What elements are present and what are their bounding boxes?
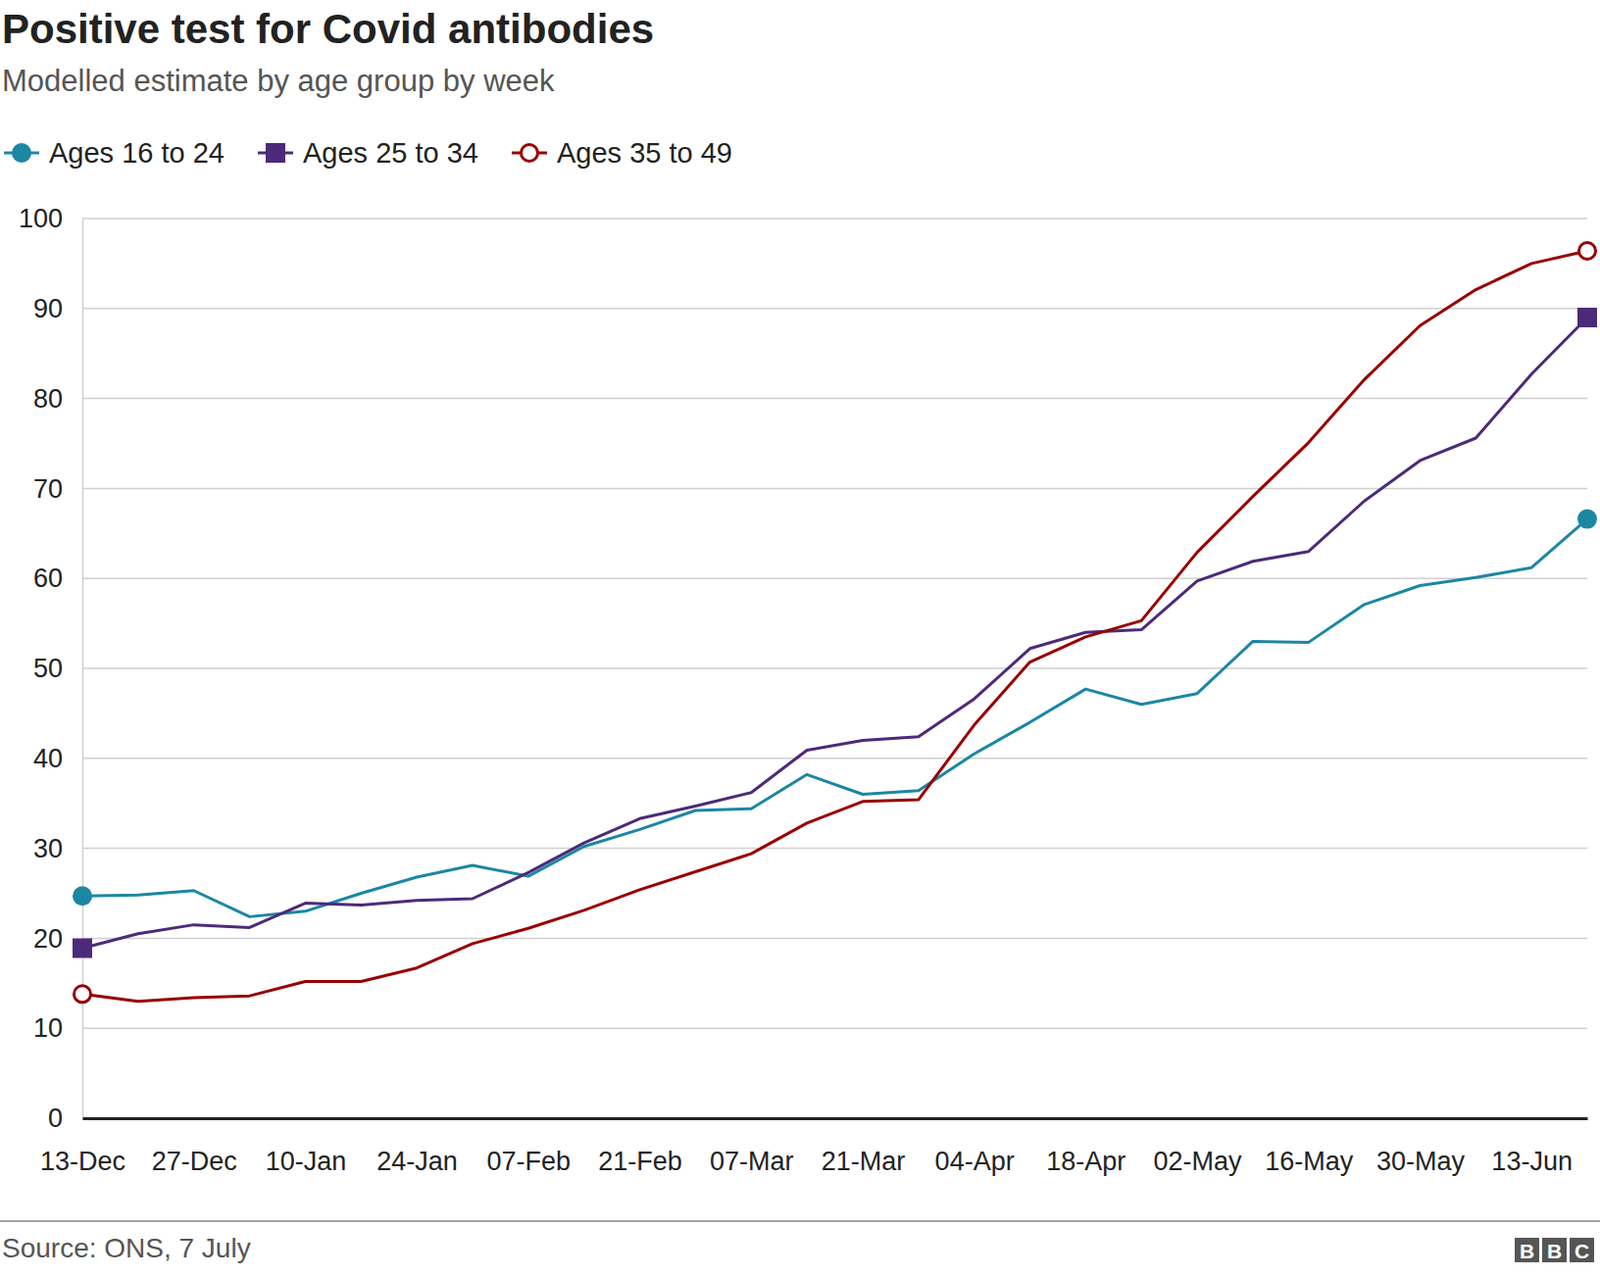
x-tick: 13-Dec bbox=[40, 1118, 126, 1177]
legend-label: Ages 25 to 34 bbox=[302, 137, 479, 169]
x-tick-label: 07-Mar bbox=[709, 1147, 795, 1177]
series-line bbox=[82, 519, 1588, 918]
credit-box bbox=[1514, 1238, 1540, 1263]
y-tick: 80 bbox=[33, 384, 83, 414]
y-tick: 60 bbox=[33, 563, 83, 594]
y-tick: 30 bbox=[33, 834, 83, 864]
y-tick-label: 90 bbox=[33, 294, 63, 324]
grid-line bbox=[82, 1117, 1588, 1120]
x-tick: 27-Dec bbox=[151, 1118, 238, 1177]
x-tick: 16-May bbox=[1264, 1118, 1354, 1177]
x-tick: 30-May bbox=[1376, 1118, 1466, 1177]
x-tick-label: 13-Dec bbox=[40, 1147, 126, 1177]
x-tick-label: 10-Jan bbox=[265, 1147, 348, 1177]
grid bbox=[82, 218, 1588, 1119]
series-line bbox=[82, 250, 1588, 1002]
legend-label: Ages 35 to 49 bbox=[556, 137, 733, 169]
grid-line bbox=[82, 667, 1588, 670]
x-tick: 24-Jan bbox=[376, 1118, 458, 1177]
grid-line bbox=[82, 488, 1588, 491]
x-tick-label: 02-May bbox=[1153, 1147, 1244, 1177]
x-tick: 07-Feb bbox=[487, 1118, 572, 1177]
y-tick-label: 60 bbox=[33, 563, 63, 594]
legend-marker bbox=[11, 143, 32, 163]
y-tick-label: 70 bbox=[33, 474, 63, 504]
y-tick-label: 80 bbox=[33, 384, 63, 414]
legend: Ages 16 to 24 Ages 25 to 34 Ages 35 to 49 bbox=[3, 137, 733, 169]
y-tick-label: 100 bbox=[18, 203, 63, 234]
y-tick: 90 bbox=[33, 294, 83, 324]
credit-box bbox=[1569, 1238, 1595, 1263]
y-tick: 70 bbox=[33, 474, 83, 504]
legend-item: Ages 16 to 24 bbox=[3, 137, 225, 169]
y-tick-label: 20 bbox=[33, 924, 63, 954]
x-axis: 13-Dec 27-Dec 10-Jan 24-Jan 07-Feb 21-Feb 07-M… bbox=[40, 1118, 1589, 1177]
x-tick-label: 04-Apr bbox=[935, 1147, 1015, 1177]
x-tick-label: 16-May bbox=[1264, 1147, 1354, 1177]
x-tick-label: 13-Jun bbox=[1491, 1147, 1573, 1177]
y-tick-label: 0 bbox=[48, 1103, 63, 1134]
x-tick: 18-Apr bbox=[1046, 1118, 1126, 1177]
grid-line bbox=[82, 848, 1588, 850]
credit-box bbox=[1542, 1238, 1567, 1263]
footer-rule bbox=[0, 1220, 1600, 1223]
credit-logo: BBC bbox=[1514, 1238, 1595, 1263]
credit-letter: B bbox=[1519, 1240, 1535, 1263]
series-marker bbox=[72, 938, 93, 958]
credit-letter: B bbox=[1547, 1240, 1562, 1263]
x-tick-label: 24-Jan bbox=[376, 1147, 458, 1177]
title: Positive test for Covid antibodies bbox=[1, 5, 654, 52]
x-tick: 02-May bbox=[1153, 1118, 1244, 1177]
credit-letter: C bbox=[1574, 1240, 1590, 1263]
x-tick: 21-Feb bbox=[598, 1118, 683, 1177]
x-tick-label: 21-Mar bbox=[821, 1147, 906, 1177]
subtitle: Modelled estimate by age group by week bbox=[1, 63, 555, 99]
series-marker bbox=[1577, 307, 1598, 328]
x-tick: 21-Mar bbox=[821, 1118, 906, 1177]
legend-item: Ages 25 to 34 bbox=[257, 137, 479, 169]
x-tick: 13-Jun bbox=[1491, 1118, 1573, 1177]
legend-label: Ages 16 to 24 bbox=[49, 137, 225, 169]
x-tick-label: 07-Feb bbox=[487, 1147, 572, 1177]
series-marker bbox=[72, 886, 93, 906]
y-tick: 50 bbox=[33, 653, 83, 684]
grid-line bbox=[82, 757, 1588, 760]
y-tick: 100 bbox=[18, 203, 83, 234]
y-tick: 0 bbox=[48, 1103, 83, 1134]
grid-line bbox=[82, 1027, 1588, 1030]
legend-marker bbox=[265, 143, 286, 163]
series-marker bbox=[1579, 243, 1597, 260]
source: Source: ONS, 7 July bbox=[1, 1233, 251, 1264]
y-axis-line bbox=[82, 219, 85, 1120]
chart: Positive test for Covid antibodies Modell… bbox=[0, 0, 1600, 1276]
legend-marker bbox=[520, 145, 538, 162]
y-tick: 10 bbox=[33, 1013, 83, 1044]
x-tick-label: 27-Dec bbox=[151, 1147, 238, 1177]
grid-line bbox=[82, 577, 1588, 580]
grid-line bbox=[82, 307, 1588, 310]
y-tick-label: 50 bbox=[33, 653, 63, 684]
y-tick-label: 30 bbox=[33, 834, 63, 864]
x-tick-label: 30-May bbox=[1376, 1147, 1466, 1177]
y-tick: 40 bbox=[33, 744, 83, 774]
series-marker bbox=[74, 986, 92, 1003]
series-marker bbox=[1577, 509, 1598, 530]
grid-line bbox=[82, 398, 1588, 400]
grid-line bbox=[82, 217, 1588, 220]
x-tick: 04-Apr bbox=[935, 1118, 1015, 1177]
series-line bbox=[82, 317, 1588, 950]
x-tick: 10-Jan bbox=[265, 1118, 348, 1177]
x-axis-line bbox=[83, 1117, 1589, 1121]
grid-line bbox=[82, 938, 1588, 941]
plot-area bbox=[72, 243, 1598, 1003]
legend-item: Ages 35 to 49 bbox=[511, 137, 733, 169]
x-tick-label: 21-Feb bbox=[598, 1147, 683, 1177]
y-tick-label: 40 bbox=[33, 744, 63, 774]
x-tick-label: 18-Apr bbox=[1046, 1147, 1126, 1177]
y-tick-label: 10 bbox=[33, 1013, 63, 1044]
x-tick: 07-Mar bbox=[709, 1118, 795, 1177]
